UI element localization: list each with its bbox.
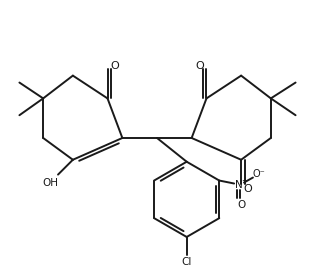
Text: OH: OH	[42, 178, 58, 187]
Text: O: O	[244, 184, 252, 194]
Text: O: O	[195, 61, 204, 71]
Text: +: +	[241, 176, 247, 185]
Text: O: O	[237, 200, 245, 210]
Text: Cl: Cl	[181, 257, 192, 267]
Text: N: N	[235, 181, 243, 190]
Text: O⁻: O⁻	[252, 169, 265, 179]
Text: O: O	[110, 61, 119, 71]
